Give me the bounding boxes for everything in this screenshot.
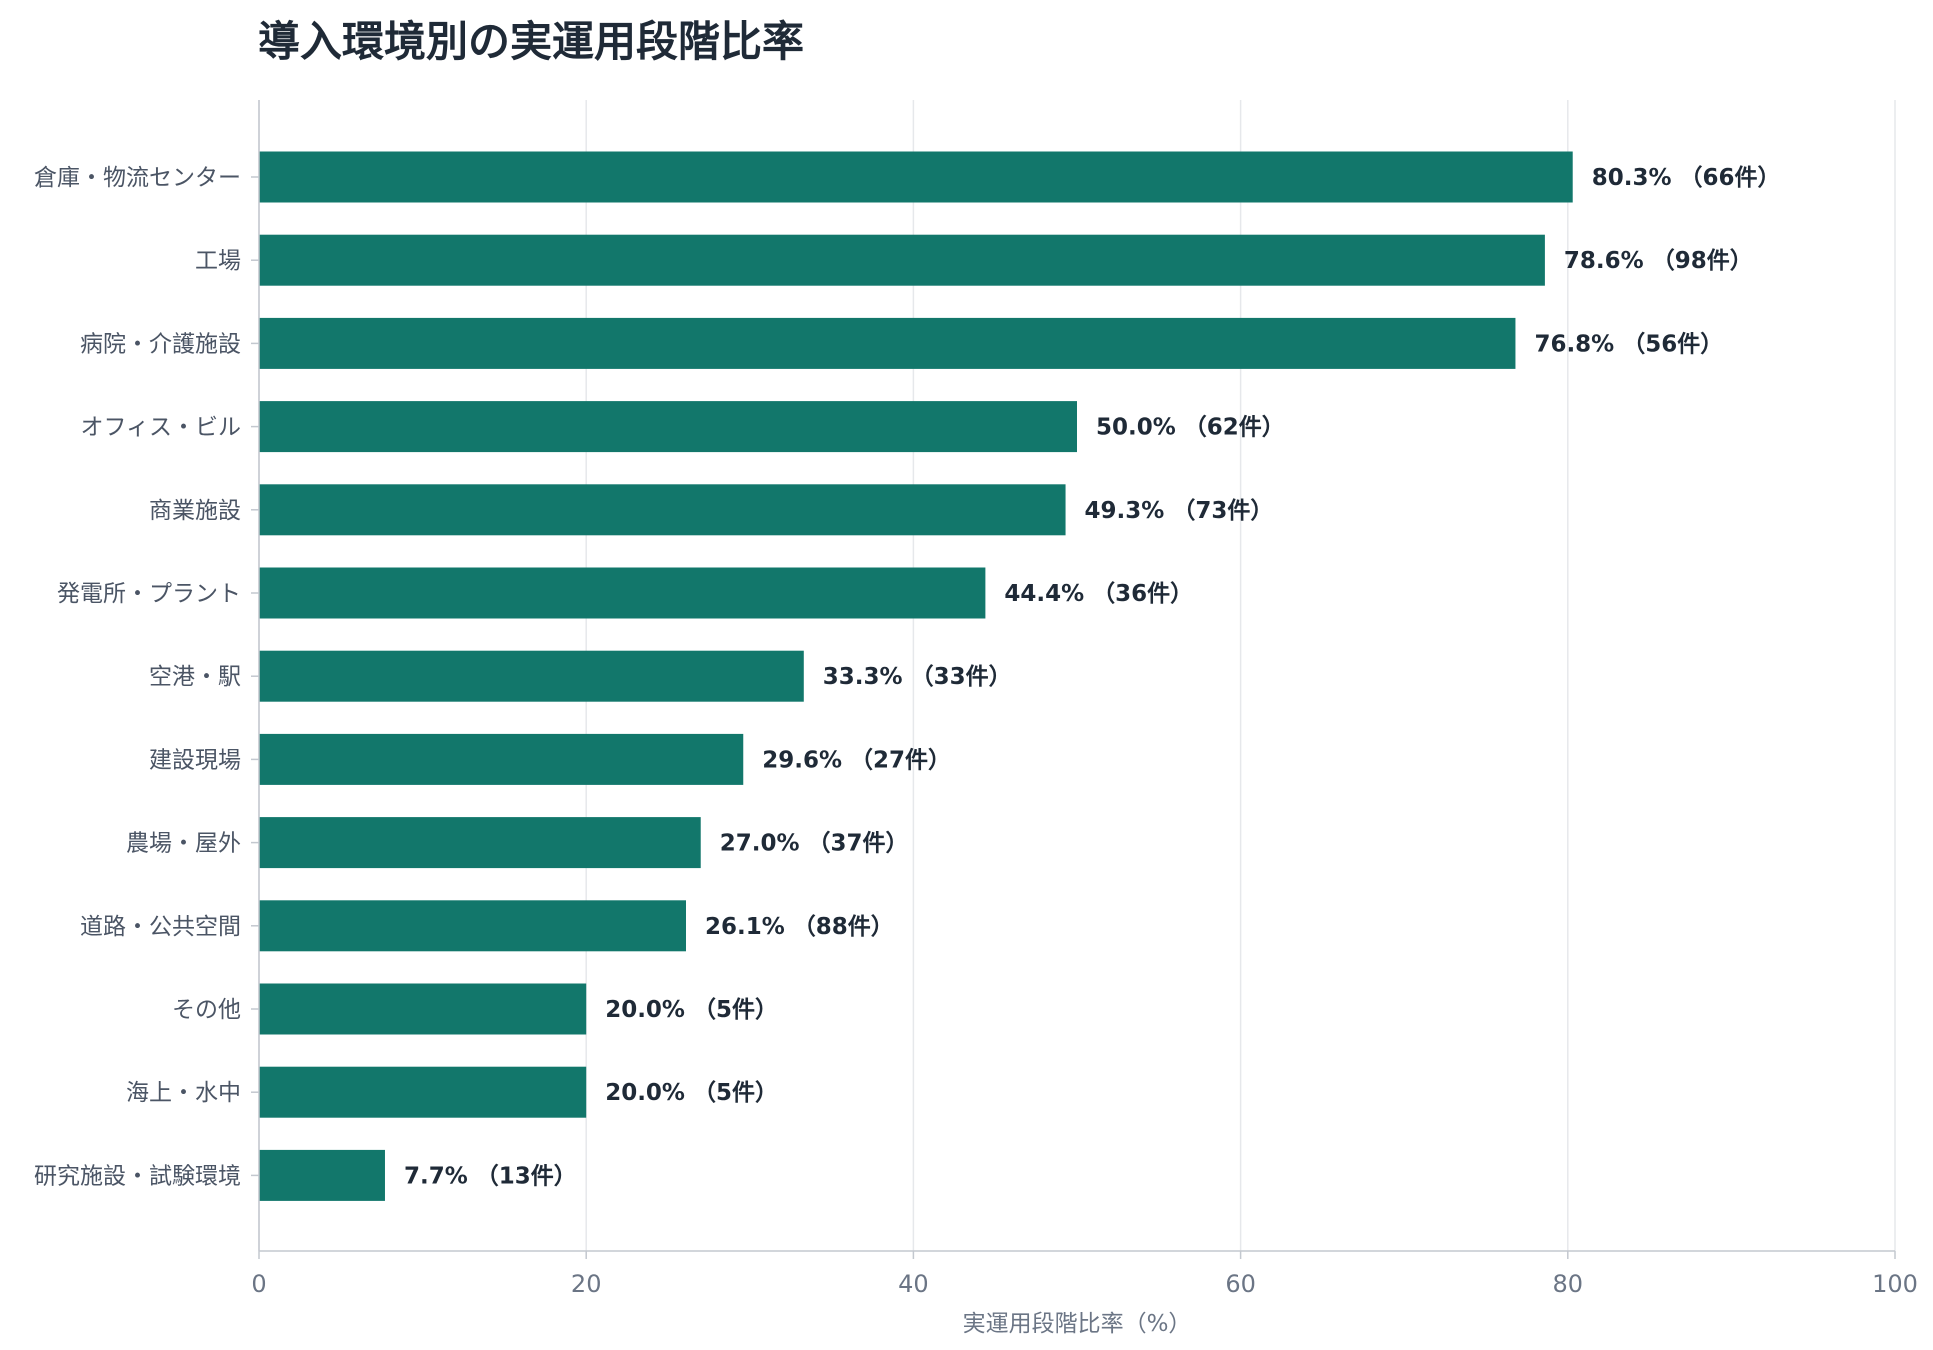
x-tick-label: 20: [571, 1270, 602, 1298]
x-tick-label: 60: [1225, 1270, 1256, 1298]
x-tick-label: 80: [1553, 1270, 1584, 1298]
data-label: 26.1% （88件）: [705, 913, 894, 940]
category-label: 空港・駅: [149, 664, 241, 690]
x-axis: 0 20 40 60 80 100: [251, 100, 1918, 1298]
category-label: 道路・公共空間: [80, 914, 241, 940]
bar: [259, 983, 587, 1035]
data-label: 7.7% （13件）: [404, 1162, 577, 1189]
bar: [259, 234, 1545, 286]
bar: [259, 733, 744, 785]
bar: [259, 401, 1077, 453]
x-tick-label: 100: [1872, 1270, 1918, 1298]
category-labels: 倉庫・物流センター工場病院・介護施設オフィス・ビル商業施設発電所・プラント空港・…: [34, 165, 241, 1189]
data-labels: 80.3% （66件） 78.6% （98件） 76.8% （56件） 50.0% （…: [404, 164, 1781, 1189]
category-label: 海上・水中: [126, 1080, 241, 1106]
category-label: 倉庫・物流センター: [34, 165, 241, 191]
data-label: 20.0% （5件）: [605, 996, 778, 1023]
x-tick-label: 0: [251, 1270, 266, 1298]
bar: [259, 900, 686, 952]
data-label: 29.6% （27件）: [762, 746, 951, 773]
bar: [259, 1149, 385, 1201]
category-label: 病院・介護施設: [80, 331, 241, 357]
data-label: 27.0% （37件）: [720, 830, 909, 857]
bar: [259, 484, 1066, 536]
category-label: 建設現場: [149, 747, 241, 773]
bars: [259, 151, 1573, 1201]
data-label: 78.6% （98件）: [1564, 247, 1753, 274]
data-label: 80.3% （66件）: [1592, 164, 1781, 191]
category-label: 農場・屋外: [126, 831, 241, 857]
x-tick-label: 40: [898, 1270, 929, 1298]
category-label: 工場: [195, 248, 241, 274]
chart-title: 導入環境別の実運用段階比率: [258, 17, 805, 66]
bar: [259, 817, 701, 869]
bar: [259, 317, 1516, 369]
data-label: 44.4% （36件）: [1004, 580, 1193, 607]
category-label: 商業施設: [149, 498, 241, 524]
data-label: 20.0% （5件）: [605, 1079, 778, 1106]
data-label: 76.8% （56件）: [1534, 330, 1723, 357]
bar: [259, 151, 1573, 203]
x-axis-title: 実運用段階比率（%）: [963, 1311, 1192, 1337]
bar: [259, 650, 804, 702]
bar: [259, 1066, 587, 1118]
data-label: 49.3% （73件）: [1085, 497, 1274, 524]
category-label: その他: [172, 997, 241, 1023]
category-label: 発電所・プラント: [57, 581, 241, 607]
category-label: オフィス・ビル: [80, 415, 241, 441]
category-label: 研究施設・試験環境: [34, 1163, 241, 1189]
bar: [259, 567, 986, 619]
data-label: 50.0% （62件）: [1096, 414, 1285, 441]
data-label: 33.3% （33件）: [823, 663, 1012, 690]
